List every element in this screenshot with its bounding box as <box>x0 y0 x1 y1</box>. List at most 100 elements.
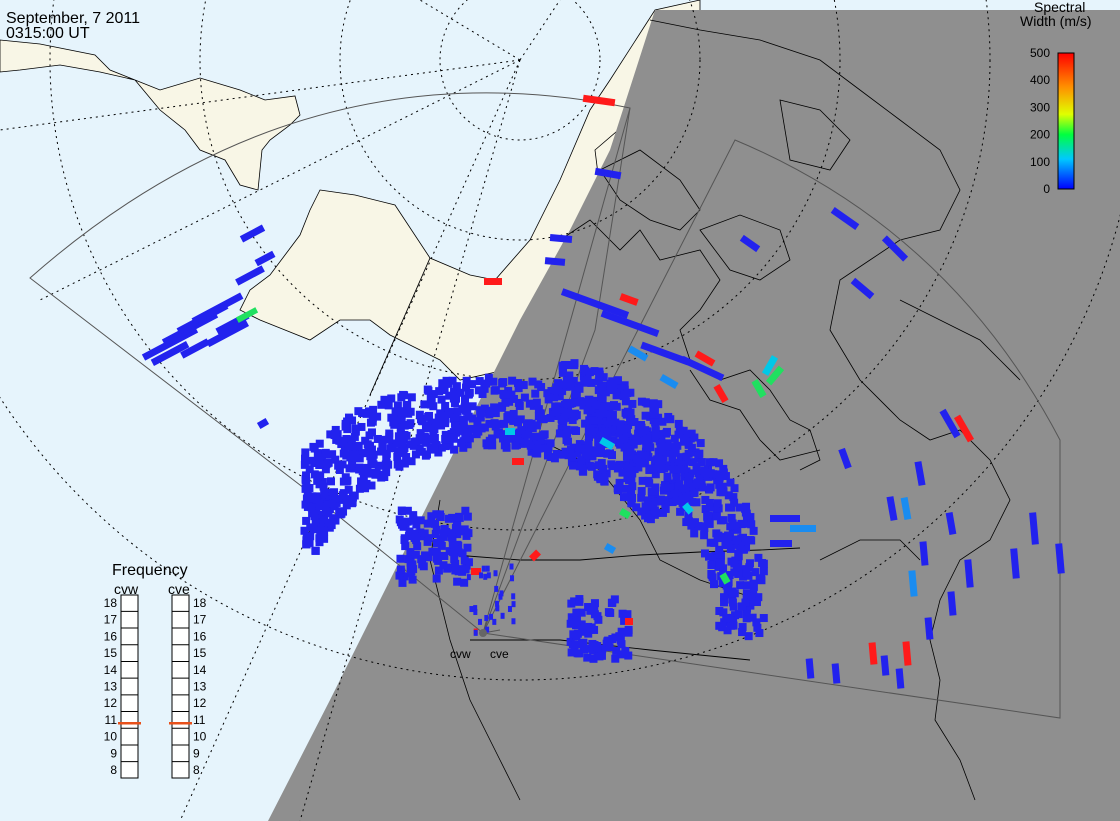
echo-cell <box>747 520 756 529</box>
echo-cell <box>728 536 737 545</box>
echo-cell <box>606 386 615 395</box>
echo-cell <box>577 397 586 406</box>
echo-cell <box>657 464 666 473</box>
echo-cell <box>570 597 579 606</box>
echo-cell <box>406 569 415 578</box>
echo-cell <box>480 383 489 392</box>
echo-cell <box>429 428 438 437</box>
echo-cell <box>347 435 356 444</box>
echo-cell <box>603 432 612 441</box>
echo-cell <box>588 452 597 461</box>
echo-cell <box>415 410 424 419</box>
echo-cell <box>724 578 733 587</box>
echo-cell <box>427 394 436 403</box>
echo-cell <box>302 477 311 486</box>
echo-cell <box>550 454 559 463</box>
echo-cell <box>430 445 439 454</box>
echo-cell <box>301 448 310 457</box>
echo-cell <box>680 472 689 481</box>
echo-cell <box>570 641 579 650</box>
echo-cell <box>400 534 409 543</box>
echo-cell <box>311 519 320 528</box>
echo-cell <box>396 565 405 574</box>
echo-cell <box>493 570 498 577</box>
echo-cell <box>572 614 581 623</box>
echo-cell <box>616 420 625 429</box>
echo-cell <box>684 449 693 458</box>
echo-cell <box>620 616 629 625</box>
echo-cell <box>558 361 567 370</box>
echo-cell <box>692 498 701 507</box>
echo-cell <box>748 613 757 622</box>
echo-cell <box>643 496 652 505</box>
echo-cell <box>315 460 324 469</box>
echo-cell <box>659 453 668 462</box>
frequency-tick-label: 14 <box>193 663 207 677</box>
echo-cell <box>445 433 454 442</box>
echo-cell <box>744 632 753 641</box>
radar-fov-outlines <box>29 92 1061 719</box>
echo-cell <box>715 459 724 468</box>
echo-cell <box>640 341 690 366</box>
echo-cell <box>310 512 319 521</box>
echo-cell <box>439 561 448 570</box>
echo-cell <box>432 547 441 556</box>
echo-cell <box>518 381 527 390</box>
echo-cell <box>482 379 491 388</box>
echo-cell <box>335 436 344 445</box>
echo-cell <box>359 472 368 481</box>
echo-cell <box>726 544 735 553</box>
echo-cell <box>442 441 451 450</box>
echo-cell <box>627 499 636 508</box>
echo-cell <box>393 447 402 456</box>
echo-cell <box>498 593 503 600</box>
echo-cell <box>622 463 631 472</box>
echo-cell <box>735 503 744 512</box>
echo-cell <box>408 575 417 584</box>
echo-cell <box>581 449 590 458</box>
echo-cell <box>579 645 588 654</box>
echo-cell <box>742 614 751 623</box>
echo-cell <box>738 602 747 611</box>
echo-cell <box>320 489 329 498</box>
echo-cell <box>640 459 649 468</box>
echo-cell <box>423 385 432 394</box>
echo-cell <box>489 613 494 620</box>
echo-cell <box>485 410 494 419</box>
echo-cell <box>407 393 416 402</box>
echo-cell <box>450 419 459 428</box>
echo-cell <box>424 412 433 421</box>
echo-cell <box>703 518 712 527</box>
echo-cell <box>514 379 523 388</box>
echo-cell <box>592 447 601 456</box>
echo-cell <box>431 441 440 450</box>
echo-cell <box>354 407 363 416</box>
echo-cell <box>593 642 602 651</box>
echo-cell <box>737 519 746 528</box>
echo-cell <box>345 464 354 473</box>
echo-cell <box>397 416 406 425</box>
echo-cell <box>718 623 727 632</box>
echo-cell <box>615 438 624 447</box>
echo-cell <box>345 413 354 422</box>
echo-cell <box>451 394 460 403</box>
echo-cell <box>682 457 691 466</box>
echo-cell <box>551 402 560 411</box>
echo-cell <box>416 516 425 525</box>
echo-cell <box>646 443 655 452</box>
echo-cell <box>559 407 568 416</box>
echo-cell <box>559 450 568 459</box>
echo-cell <box>723 534 732 543</box>
echo-cell <box>586 423 595 432</box>
echo-cell <box>590 599 599 608</box>
echo-cell <box>595 409 604 418</box>
echo-cell <box>555 412 564 421</box>
frequency-tick-label: 14 <box>104 663 118 677</box>
echo-cell <box>742 581 751 590</box>
frequency-radar-label-cve: cve <box>168 581 190 597</box>
echo-cell <box>399 446 408 455</box>
echo-cell <box>624 628 633 637</box>
echo-cell <box>305 465 314 474</box>
echo-cell <box>338 460 347 469</box>
echo-cell <box>594 438 603 447</box>
